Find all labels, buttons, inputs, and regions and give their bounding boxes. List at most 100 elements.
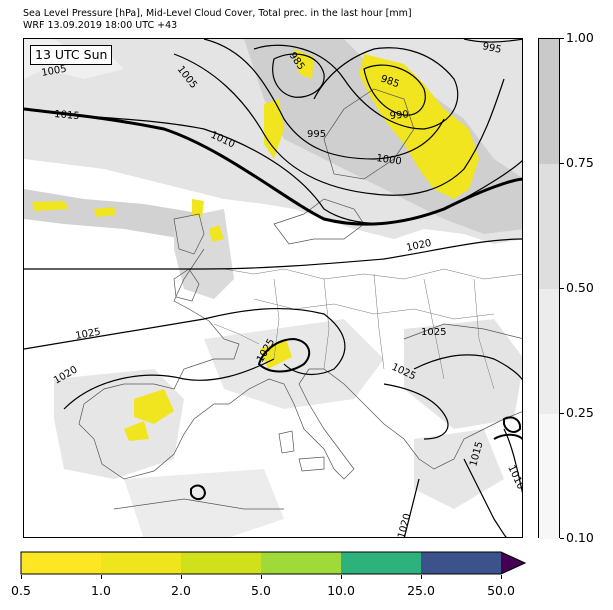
precip-area <box>134 389 174 424</box>
cloud-colorbar-tick <box>560 413 564 414</box>
cloud-cover-area <box>404 319 522 429</box>
isobar-label: 1005 <box>41 64 68 79</box>
precip-colorbar-segment <box>21 552 101 574</box>
isobar-layer <box>24 39 522 537</box>
isobar <box>413 354 522 381</box>
precip-colorbar-segment <box>421 552 501 574</box>
precip-colorbar-segment <box>101 552 181 574</box>
isobar <box>203 39 445 160</box>
country-border <box>423 278 445 380</box>
precip-colorbar-label: 50.0 <box>487 583 515 598</box>
precip-colorbar-segment <box>341 552 421 574</box>
precip-colorbar-label: 25.0 <box>407 583 435 598</box>
cloud-colorbar-tick <box>560 38 564 39</box>
precip-colorbar-label: 10.0 <box>327 583 355 598</box>
precip-area <box>192 199 204 217</box>
precip-colorbar <box>20 551 526 575</box>
isobar <box>24 107 522 226</box>
cloud-colorbar-segment <box>539 164 559 289</box>
precip-area <box>124 421 149 441</box>
precip-colorbar-label: 0.5 <box>11 583 31 598</box>
isobar-label: 1020 <box>396 512 413 538</box>
precip-area <box>94 207 116 217</box>
isobar-label: 1000 <box>376 153 403 167</box>
cloud-cover-area <box>204 319 384 409</box>
coastline <box>298 456 325 472</box>
cloud-colorbar-label: 0.10 <box>566 530 594 545</box>
precip-colorbar-tick <box>101 575 102 579</box>
precip-colorbar-label: 5.0 <box>251 583 271 598</box>
isobar-label: 1025 <box>75 327 102 342</box>
coastline <box>173 213 205 255</box>
map-panel: 1005 1005 985 995 985 990 1015 1010 995 … <box>23 38 523 538</box>
cloud-cover-area <box>174 209 234 299</box>
isobar-label: 995 <box>481 41 502 56</box>
isobar <box>403 478 420 537</box>
precip-colorbar-tick <box>341 575 342 579</box>
country-border <box>223 268 522 280</box>
country-border <box>213 323 260 345</box>
precip-colorbar-outline <box>20 551 526 575</box>
precip-colorbar-segment <box>181 552 261 574</box>
isobar-closed <box>190 484 207 501</box>
isobar-label: 1025 <box>421 327 446 338</box>
isobar-label-layer: 1005 1005 985 995 985 990 1015 1010 995 … <box>41 41 523 538</box>
coastline <box>278 430 295 454</box>
coastline <box>78 248 522 480</box>
precip-area <box>374 79 414 114</box>
isobar-thick-closed <box>190 337 522 501</box>
coastline-layer <box>78 88 522 510</box>
isobar <box>24 307 346 376</box>
isobar <box>272 53 325 98</box>
isobar <box>63 358 275 410</box>
isobar <box>363 64 426 116</box>
map-canvas: 1005 1005 985 995 985 990 1015 1010 995 … <box>24 39 523 538</box>
isobar-label: 995 <box>307 129 326 140</box>
coastline <box>403 323 522 340</box>
isobar-closed <box>493 433 522 441</box>
isobar <box>463 39 522 43</box>
cloud-colorbar-tick <box>560 538 564 539</box>
coastline <box>113 498 284 510</box>
cloud-cover-area <box>414 429 504 509</box>
cloud-cover-area <box>124 469 284 537</box>
isobar <box>24 238 522 270</box>
coastline <box>173 268 200 302</box>
precip-colorbar-segment <box>261 552 341 574</box>
coastline <box>323 88 415 180</box>
precip-area <box>32 201 69 211</box>
precip-area <box>264 99 284 159</box>
isobar-closed <box>503 416 522 433</box>
precip-colorbar-tick <box>21 575 22 579</box>
isobar <box>463 458 507 537</box>
precip-area <box>209 225 224 242</box>
cloud-colorbar-segment <box>539 39 559 164</box>
isobar <box>253 44 459 130</box>
isobar <box>383 383 449 440</box>
chart-title: Sea Level Pressure [hPa], Mid-Level Clou… <box>23 8 412 19</box>
precip-colorbar-extend-arrow <box>501 552 525 574</box>
precip-colorbar-tick <box>261 575 262 579</box>
cloud-colorbar-label: 1.00 <box>566 30 594 45</box>
precip-colorbar-label: 1.0 <box>91 583 111 598</box>
precip-colorbar-tick <box>181 575 182 579</box>
cloud-colorbar-label: 0.75 <box>566 155 594 170</box>
isobar-label: 1010 <box>505 464 523 492</box>
cloud-colorbar-label: 0.25 <box>566 405 594 420</box>
time-label: 13 UTC Sun <box>30 45 113 65</box>
country-border <box>473 278 495 390</box>
cloud-cover-colorbar <box>538 38 560 539</box>
isobar <box>173 53 505 196</box>
isobar-label: 1020 <box>405 238 432 254</box>
precip-colorbar-tick <box>421 575 422 579</box>
precipitation-layer <box>32 49 479 441</box>
cloud-colorbar-tick <box>560 288 564 289</box>
country-border <box>273 278 280 360</box>
precip-colorbar-label: 2.0 <box>171 583 191 598</box>
cloud-colorbar-segment <box>539 289 559 414</box>
chart-subtitle: WRF 13.09.2019 18:00 UTC +43 <box>23 20 178 31</box>
cloud-colorbar-segment <box>539 414 559 539</box>
isobar-closed <box>257 337 311 373</box>
country-border <box>323 278 330 370</box>
precip-colorbar-tick <box>501 575 502 579</box>
